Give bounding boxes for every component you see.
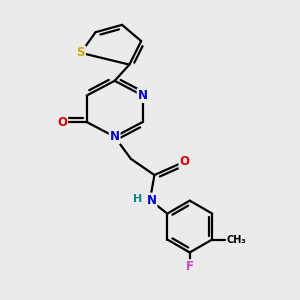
Text: H: H bbox=[133, 194, 142, 204]
Text: N: N bbox=[146, 194, 157, 207]
Text: O: O bbox=[57, 116, 67, 128]
Text: CH₃: CH₃ bbox=[227, 235, 247, 244]
Text: O: O bbox=[179, 155, 190, 168]
Text: N: N bbox=[110, 130, 120, 143]
Text: F: F bbox=[186, 260, 194, 273]
Text: S: S bbox=[76, 46, 85, 59]
Text: N: N bbox=[138, 89, 148, 102]
